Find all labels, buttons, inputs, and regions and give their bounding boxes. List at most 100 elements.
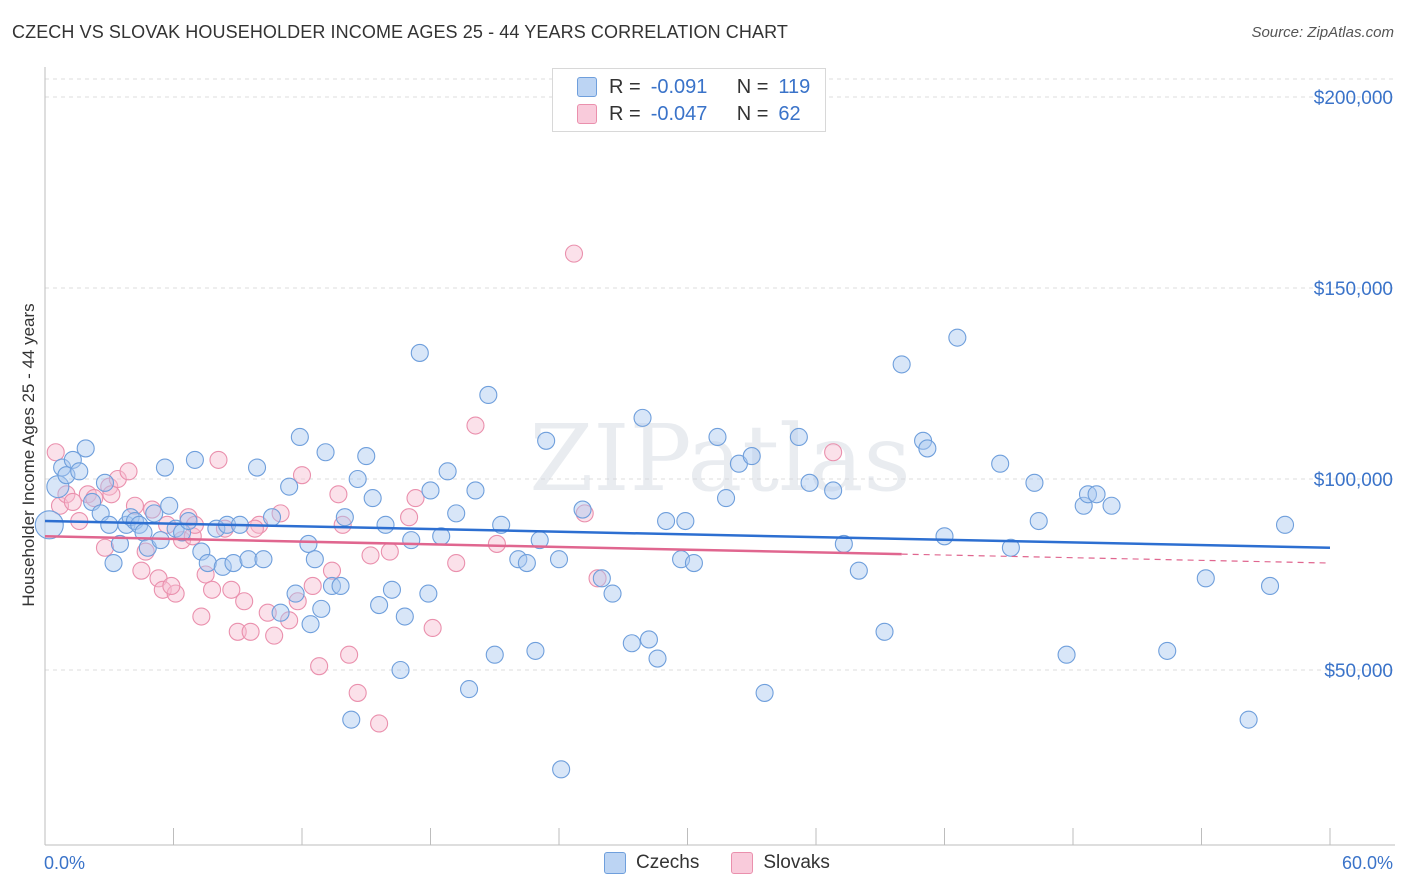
czech-point	[1025, 473, 1044, 492]
slovak-trend-line	[44, 535, 902, 556]
czech-trend-line	[44, 519, 1331, 550]
slovak-point	[63, 492, 82, 511]
slovak-point	[162, 576, 181, 596]
slovak-point	[292, 466, 312, 485]
czech-point	[271, 603, 290, 622]
slovak-point	[370, 714, 389, 733]
slovak-swatch	[577, 104, 597, 124]
czech-point	[151, 531, 170, 550]
legend-item-czechs[interactable]: Czechs	[604, 852, 699, 874]
czech-point	[789, 427, 808, 447]
slovak-point	[588, 569, 607, 588]
czech-points	[34, 328, 1295, 779]
czech-point	[622, 634, 641, 653]
czech-point	[1275, 515, 1295, 534]
slovak-point	[406, 489, 425, 508]
czech-point	[633, 408, 652, 427]
czech-point	[479, 385, 498, 405]
slovak-point	[265, 626, 284, 645]
czech-point	[312, 599, 331, 618]
trend-lines	[44, 519, 1331, 564]
czech-point	[657, 511, 676, 531]
czech-point	[305, 550, 324, 569]
czech-point	[376, 515, 395, 534]
slovak-point	[125, 496, 144, 515]
slovak-points	[46, 244, 843, 733]
czech-point	[247, 458, 267, 477]
x-tick-label: 60.0%	[1342, 853, 1393, 873]
czech-point	[239, 550, 258, 569]
czech-point	[104, 553, 123, 573]
slovak-point	[258, 603, 277, 622]
r-label: R =	[609, 75, 641, 98]
legend-row-slovaks: R = -0.047 N = 62	[577, 101, 801, 127]
slovak-point	[192, 607, 211, 626]
czech-point	[1239, 710, 1258, 729]
czech-point	[639, 630, 659, 649]
n-label: N =	[736, 75, 769, 98]
series-legend: Czechs Slovaks	[604, 852, 862, 874]
czech-swatch	[604, 852, 626, 874]
czech-point	[335, 508, 354, 527]
czech-point	[549, 550, 569, 569]
czech-point	[192, 542, 211, 561]
czech-point	[342, 710, 361, 729]
czech-point	[1102, 496, 1121, 515]
czech-point	[331, 576, 350, 596]
r-value: -0.047	[650, 102, 708, 125]
czech-point	[1057, 645, 1076, 664]
r-value: -0.091	[650, 75, 708, 98]
czech-point	[573, 500, 592, 519]
czech-point	[459, 680, 479, 699]
czech-point	[592, 569, 611, 588]
slovak-point	[348, 683, 367, 702]
czech-point	[1074, 496, 1093, 515]
slovak-point	[95, 538, 115, 557]
watermark: ZIPatlas	[529, 405, 910, 512]
czech-point	[526, 641, 545, 660]
slovak-point	[132, 561, 151, 580]
y-axis-label: Householder Income Ages 25 - 44 years	[19, 303, 38, 606]
y-tick-label: $100,000	[1314, 470, 1393, 491]
czech-point	[935, 527, 954, 546]
legend-item-slovaks[interactable]: Slovaks	[731, 852, 830, 874]
czech-point	[391, 660, 410, 680]
slovak-point	[361, 546, 380, 565]
czech-point	[824, 481, 843, 500]
y-tick-label: $150,000	[1314, 279, 1393, 300]
czech-point	[63, 450, 82, 469]
legend-label-slovaks: Slovaks	[763, 852, 830, 873]
czech-point	[676, 511, 695, 531]
czech-swatch	[577, 77, 597, 97]
czech-point	[419, 584, 438, 603]
slovak-point	[196, 565, 215, 584]
czech-point	[34, 510, 64, 540]
slovak-point	[228, 622, 247, 641]
slovak-point	[564, 244, 584, 263]
czech-point	[316, 443, 335, 462]
n-value: 62	[778, 102, 801, 125]
czech-point	[485, 645, 504, 664]
czech-point	[800, 473, 819, 492]
slovak-point	[487, 534, 506, 553]
czech-point	[299, 534, 318, 553]
slovak-point	[400, 508, 419, 527]
r-label: R =	[609, 102, 641, 125]
slovak-point	[423, 618, 442, 638]
slovak-point	[222, 580, 241, 599]
legend-row-czechs: R = -0.091 N = 119	[577, 74, 810, 100]
czech-point	[357, 447, 376, 466]
n-label: N =	[736, 102, 769, 125]
czech-point	[179, 511, 198, 531]
czech-point	[1158, 641, 1177, 660]
slovak-trend-extension	[901, 553, 1331, 564]
slovak-point	[235, 592, 254, 611]
slovak-point	[340, 645, 359, 664]
slovak-point	[203, 580, 222, 599]
czech-point	[1196, 569, 1215, 588]
gridlines	[45, 78, 1395, 671]
slovak-point	[380, 542, 399, 561]
czech-point	[875, 622, 894, 641]
y-tick-label: $200,000	[1314, 88, 1393, 109]
